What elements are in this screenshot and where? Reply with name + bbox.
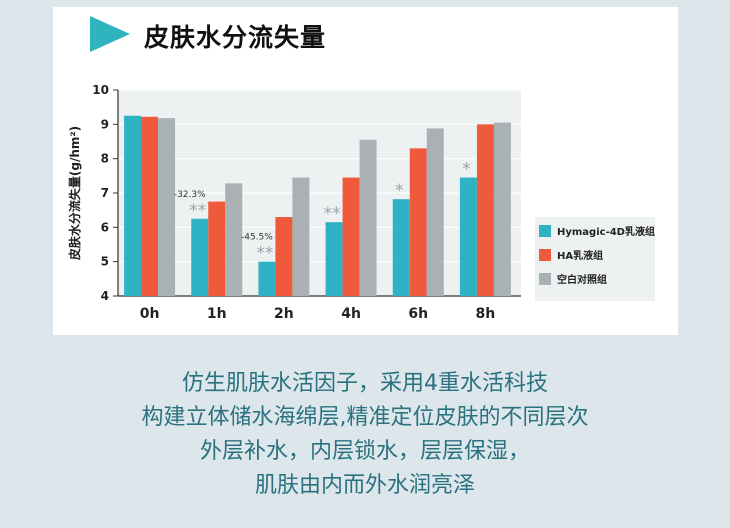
legend-box [535, 217, 655, 301]
x-tick-label: 2h [274, 306, 294, 322]
bar-2h-series-2 [275, 217, 293, 296]
percent-label: -45.5% [241, 233, 273, 243]
legend-swatch [539, 273, 551, 285]
bar-6h-series-3 [426, 128, 444, 296]
y-tick-label: 9 [101, 117, 109, 131]
bar-4h-series-3 [359, 139, 377, 296]
significance-mark: ** [324, 204, 341, 224]
bar-2h-series-3 [292, 177, 310, 296]
bar-1h-series-3 [225, 183, 243, 296]
bar-4h-series-2 [342, 177, 360, 296]
y-tick-label: 6 [101, 220, 109, 234]
caption-line-3: 外层补水，内层锁水，层层保湿， [199, 439, 530, 464]
caption-line-1: 仿生肌肤水活因子，采用4重水活科技 [182, 371, 548, 396]
x-tick-label: 4h [341, 306, 361, 322]
percent-label: -32.3% [174, 190, 206, 200]
bar-0h-series-2 [141, 116, 159, 296]
bar-2h-series-1 [258, 261, 276, 296]
y-tick-label: 8 [101, 152, 109, 166]
x-tick-label: 8h [476, 306, 496, 322]
y-tick-label: 4 [101, 289, 109, 303]
legend-swatch [539, 225, 551, 237]
bar-4h-series-1 [325, 222, 343, 296]
y-tick-label: 5 [101, 255, 109, 269]
x-tick-label: 0h [140, 306, 160, 322]
significance-mark: ** [189, 201, 206, 221]
caption-line-4: 肌肤由内而外水润亮泽 [254, 473, 475, 498]
x-tick-label: 1h [207, 306, 227, 322]
legend-label: HA乳液组 [557, 249, 603, 262]
y-tick-label: 10 [92, 83, 109, 97]
y-axis-label: 皮肤水分流失量(g/hm²) [67, 126, 82, 261]
bar-0h-series-3 [158, 118, 176, 296]
legend-swatch [539, 249, 551, 261]
bar-8h-series-1 [459, 177, 477, 296]
x-tick-label: 6h [408, 306, 428, 322]
significance-mark: * [395, 181, 404, 201]
caption: 仿生肌肤水活因子，采用4重水活科技 构建立体储水海绵层,精准定位皮肤的不同层次 … [0, 367, 730, 503]
bar-8h-series-3 [493, 122, 511, 296]
bar-1h-series-1 [191, 218, 209, 296]
y-tick-label: 7 [101, 186, 109, 200]
chart-title: 皮肤水分流失量 [144, 23, 327, 52]
bar-6h-series-2 [409, 148, 427, 296]
bar-0h-series-1 [124, 115, 142, 296]
bar-6h-series-1 [392, 199, 410, 296]
title-arrow-icon [90, 16, 130, 52]
caption-line-2: 构建立体储水海绵层,精准定位皮肤的不同层次 [141, 405, 589, 430]
bar-1h-series-2 [208, 201, 226, 296]
legend-label: Hymagic-4D乳液组 [557, 225, 655, 238]
significance-mark: * [462, 160, 471, 180]
significance-mark: ** [256, 244, 273, 264]
legend-label: 空白对照组 [557, 273, 607, 286]
bar-8h-series-2 [476, 124, 494, 296]
